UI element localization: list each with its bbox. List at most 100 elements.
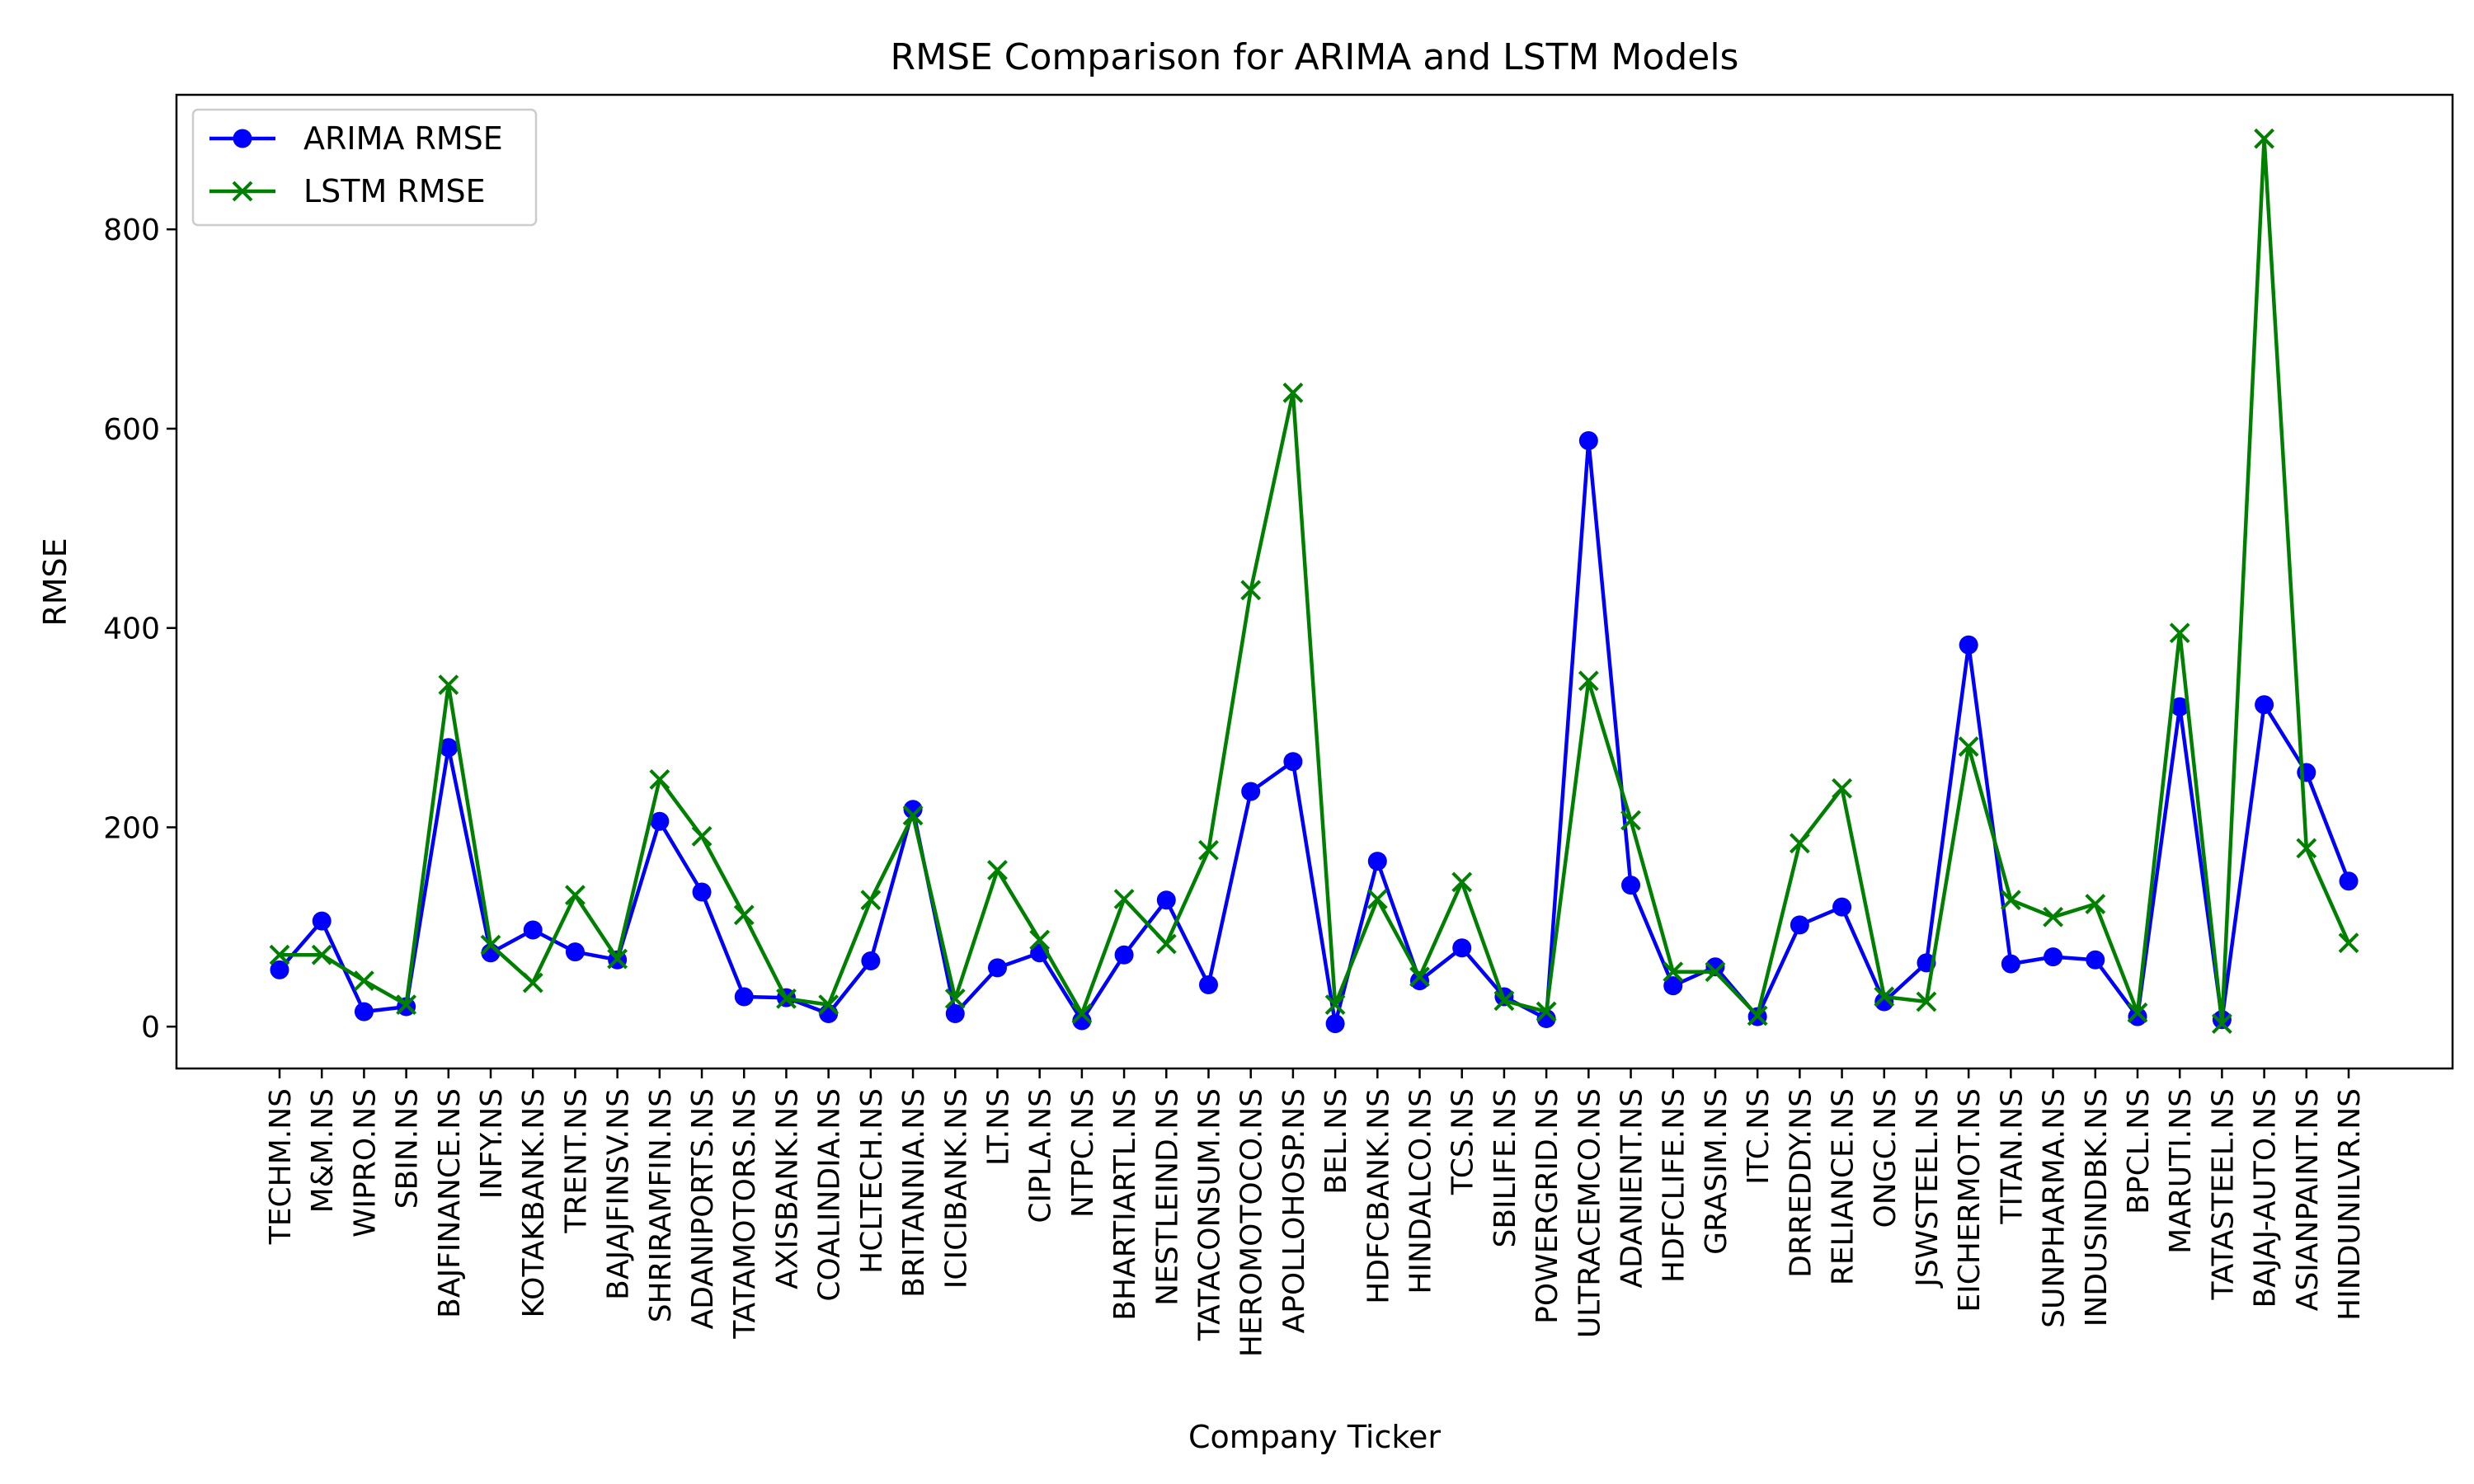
data-point — [1578, 670, 1599, 692]
data-point — [649, 769, 670, 790]
x-tick-label: TRENT.NS — [559, 1088, 593, 1234]
legend-marker — [232, 181, 253, 202]
x-tick-label: LT.NS — [981, 1088, 1015, 1166]
data-point — [1958, 736, 1979, 757]
x-tick-label: INFY.NS — [475, 1088, 509, 1199]
x-tick-label: SBILIFE.NS — [1489, 1088, 1522, 1248]
series-layer — [269, 128, 2359, 1035]
x-tick-label: HEROMOTOCO.NS — [1235, 1088, 1269, 1357]
data-point — [2085, 894, 2106, 914]
data-point — [1790, 915, 1809, 935]
data-point — [2001, 954, 2020, 974]
x-tick-label: DRREDDY.NS — [1784, 1088, 1818, 1278]
x-tick-label: INDUSINDBK.NS — [2080, 1088, 2114, 1327]
x-tick-label: TATASTEEL.NS — [2206, 1088, 2240, 1300]
y-axis-label: RMSE — [37, 538, 73, 626]
y-tick-label: 800 — [103, 214, 160, 247]
data-point — [776, 988, 797, 1009]
data-point — [2043, 906, 2063, 928]
x-tick-label: WIPRO.NS — [348, 1088, 382, 1237]
data-point — [1410, 971, 1430, 991]
data-point — [1409, 966, 1430, 988]
data-point — [987, 958, 1007, 978]
data-point — [2128, 1007, 2147, 1026]
legend-frame — [191, 108, 538, 227]
data-point — [1452, 938, 1472, 958]
x-tick-label: CIPLA.NS — [1024, 1088, 1058, 1223]
data-point — [1155, 933, 1177, 955]
data-point — [2255, 695, 2274, 715]
x-tick-label: BEL.NS — [1319, 1088, 1353, 1195]
x-tick-label: AXISBANK.NS — [770, 1088, 804, 1289]
data-point — [1114, 945, 1134, 965]
x-tick-label: HINDALCO.NS — [1404, 1088, 1438, 1294]
data-point — [818, 994, 840, 1016]
data-point — [1325, 1014, 1345, 1034]
legend-entry-0: ARIMA RMSE — [209, 120, 503, 157]
x-tick-label: TCS.NS — [1446, 1088, 1480, 1195]
data-point — [2338, 932, 2359, 954]
data-point — [1874, 986, 1895, 1007]
x-tick-label: BPCL.NS — [2122, 1088, 2156, 1214]
x-tick-label: GRASIM.NS — [1700, 1088, 1733, 1255]
data-point — [692, 882, 712, 902]
data-point — [480, 934, 501, 956]
x-tick-label: BRITANNIA.NS — [897, 1088, 931, 1298]
data-point — [1451, 871, 1473, 893]
data-point — [945, 1004, 965, 1024]
chart-title: RMSE Comparison for ARIMA and LSTM Model… — [891, 36, 1739, 78]
x-tick-label: HDFCLIFE.NS — [1658, 1088, 1691, 1283]
data-point — [2254, 128, 2275, 149]
series-line — [278, 439, 2351, 1026]
data-point — [1620, 810, 1641, 831]
x-axis-label: Company Ticker — [1188, 1419, 1441, 1455]
data-point — [2296, 838, 2317, 859]
x-tick-label: BAJFINANCE.NS — [433, 1088, 467, 1318]
x-tick-label: ASIANPAINT.NS — [2291, 1088, 2325, 1311]
y-tick-label: 0 — [141, 1011, 160, 1045]
data-point — [987, 860, 1008, 881]
data-point — [1536, 1009, 1556, 1029]
data-point — [1240, 580, 1262, 601]
x-tick-label: BHARTIARTL.NS — [1108, 1088, 1142, 1321]
data-point — [1198, 974, 1218, 994]
data-point — [607, 948, 628, 970]
data-point — [1747, 1005, 1768, 1026]
data-point — [354, 1002, 374, 1021]
x-tick-label: NTPC.NS — [1066, 1088, 1100, 1218]
x-tick-label: MARUTI.NS — [2164, 1088, 2198, 1254]
data-point — [1029, 929, 1051, 951]
data-point — [1959, 635, 1978, 655]
data-point — [2211, 1013, 2232, 1035]
legend-label: ARIMA RMSE — [303, 120, 503, 157]
x-tick-label: BAJAJ-AUTO.NS — [2249, 1088, 2283, 1308]
data-point — [438, 674, 459, 696]
data-point — [734, 987, 754, 1007]
data-point — [1663, 976, 1683, 996]
data-point — [860, 890, 882, 911]
data-point — [1663, 961, 1684, 983]
data-point — [269, 944, 290, 965]
data-point — [2086, 950, 2105, 970]
x-tick-label: JSWSTEEL.NS — [1911, 1088, 1945, 1289]
data-point — [396, 994, 417, 1016]
data-point — [523, 920, 543, 940]
x-tick-label: SHRIRAMFIN.NS — [644, 1088, 678, 1322]
data-point — [1071, 1003, 1093, 1024]
data-point — [312, 911, 332, 931]
x-axis: TECHM.NS M&M.NS WIPRO.NS SBIN.NS BAJFINANCE.… — [264, 1068, 2367, 1357]
data-point — [691, 825, 713, 847]
x-tick-label: EICHERMOT.NS — [1953, 1088, 1987, 1313]
data-point — [2169, 622, 2190, 644]
x-tick-label: POWERGRID.NS — [1531, 1088, 1564, 1324]
x-tick-label: HCLTECH.NS — [855, 1088, 889, 1274]
y-axis: 0 200 400 600 800 — [103, 214, 176, 1045]
x-tick-label: ADANIENT.NS — [1616, 1088, 1649, 1289]
data-point — [2170, 697, 2189, 716]
data-point — [903, 800, 923, 819]
series-0 — [270, 430, 2359, 1034]
x-tick-label: ICICIBANK.NS — [939, 1088, 973, 1289]
data-point — [1916, 991, 1937, 1012]
data-point — [1832, 897, 1852, 917]
